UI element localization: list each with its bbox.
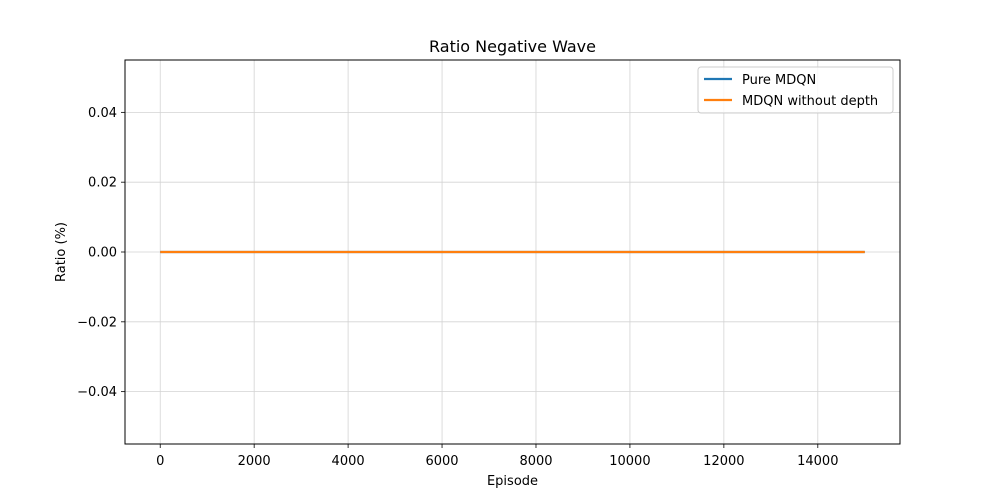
legend: Pure MDQN MDQN without depth xyxy=(697,66,894,114)
x-tick-label: 14000 xyxy=(797,454,838,469)
y-tick-label: −0.02 xyxy=(77,315,117,330)
chart-title: Ratio Negative Wave xyxy=(429,37,596,56)
x-tick-label: 2000 xyxy=(238,454,271,469)
legend-label: Pure MDQN xyxy=(742,73,816,88)
x-tick-label: 0 xyxy=(156,454,164,469)
y-axis: −0.04 −0.02 0.00 0.02 0.04 xyxy=(77,106,125,400)
y-tick-label: 0.04 xyxy=(88,106,117,121)
y-axis-title: Ratio (%) xyxy=(54,222,69,282)
x-tick-label: 12000 xyxy=(703,454,744,469)
x-axis-title: Episode xyxy=(487,474,538,489)
legend-label: MDQN without depth xyxy=(742,94,878,109)
x-tick-label: 8000 xyxy=(519,454,552,469)
x-tick-label: 10000 xyxy=(609,454,650,469)
y-tick-label: 0.00 xyxy=(88,246,117,261)
x-tick-label: 4000 xyxy=(332,454,365,469)
x-axis: 0 2000 4000 6000 8000 10000 12000 14000 xyxy=(156,444,838,469)
y-tick-label: 0.02 xyxy=(88,176,117,191)
x-tick-label: 6000 xyxy=(425,454,458,469)
y-tick-label: −0.04 xyxy=(77,385,117,400)
legend-box xyxy=(697,66,894,114)
